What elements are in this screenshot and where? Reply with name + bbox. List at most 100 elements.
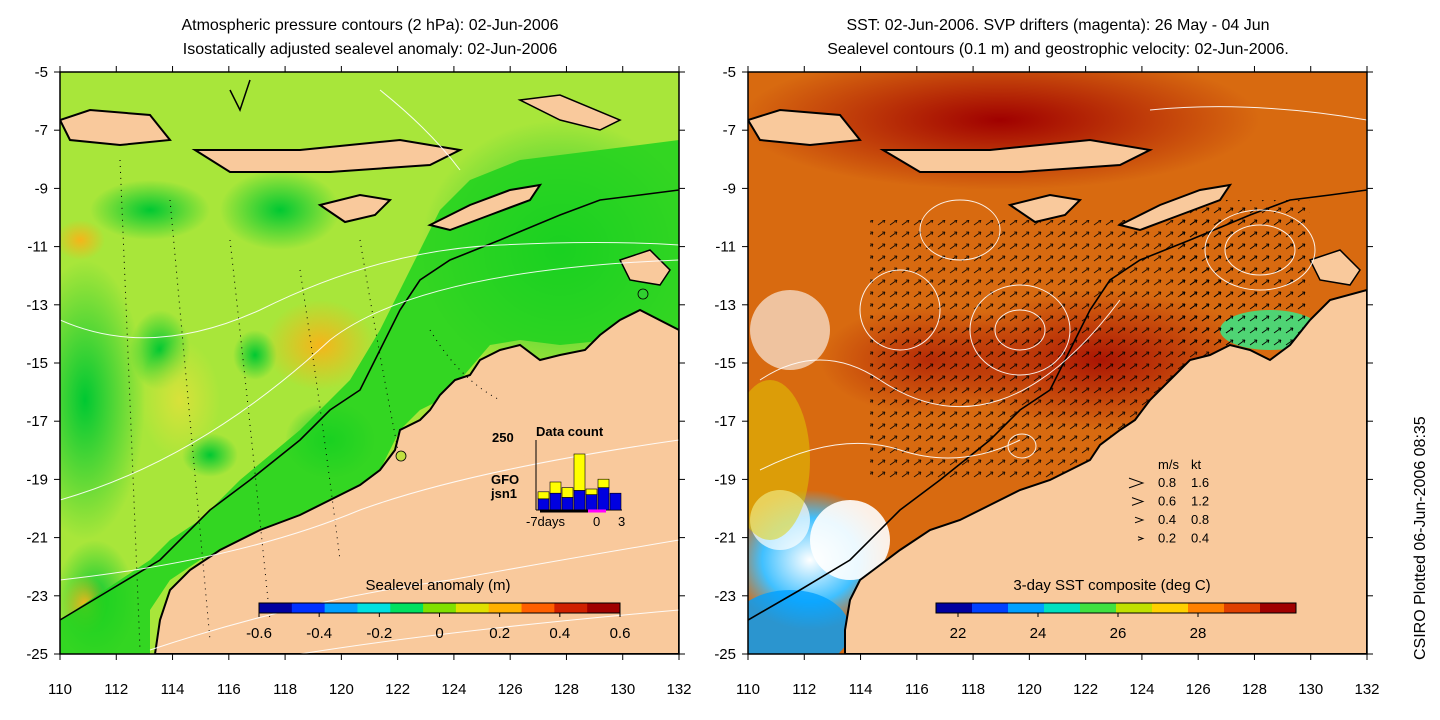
colorbar-tick-label: 24 [1030, 625, 1047, 642]
inset-xlabel-mid: 0 [593, 514, 600, 529]
colorbar-tick-label: 0.2 [489, 625, 510, 642]
sst-map [748, 72, 1367, 654]
colorbar-segment [390, 603, 424, 613]
colorbar-tick-label: 0.6 [610, 625, 631, 642]
colorbar-segment [324, 603, 358, 613]
colorbar-segment [1044, 603, 1081, 613]
left-axes: -5 -7 -9 -11 -13 -15 -17 -19 -21 -23 -25 110 112 114 1… [26, 64, 691, 698]
colorbar-segment [259, 603, 293, 613]
velocity-arrow-icon [1137, 536, 1145, 541]
x-tick-label: 116 [217, 681, 241, 698]
inset-xlabel-right: 3 [618, 514, 625, 529]
y-tick-label: -5 [35, 64, 48, 81]
x-tick-label: 126 [498, 681, 523, 698]
y-tick-label: -9 [35, 180, 48, 197]
velocity-arrow-icon [1128, 477, 1145, 489]
velocity-arrow-icon [1131, 497, 1145, 506]
inset-bar-gfo [537, 491, 550, 500]
colorbar-segment [972, 603, 1009, 613]
inset-bar-gfo [573, 453, 586, 491]
x-tick-label: 130 [1298, 681, 1323, 698]
right-title-line1: SST: 02-Jun-2006. SVP drifters (magenta)… [846, 17, 1270, 34]
y-tick-label: -21 [26, 530, 48, 547]
x-tick-label: 118 [273, 681, 297, 698]
y-tick-label: -23 [26, 588, 48, 605]
inset-bar-jsn1 [585, 494, 598, 511]
colorbar-segment [1224, 603, 1261, 613]
inset-title: Data count [536, 424, 604, 439]
inset-bar-gfo [597, 478, 610, 488]
colorbar-tick-label: 22 [950, 625, 967, 642]
colorbar-segment [1080, 603, 1117, 613]
colorbar-tick-label: 0.4 [549, 625, 570, 642]
colorbar-segment [936, 603, 973, 613]
x-tick-label: 122 [385, 681, 410, 698]
velocity-kt: 0.4 [1191, 531, 1209, 546]
x-tick-label: 124 [1129, 681, 1154, 698]
left-title-line1: Atmospheric pressure contours (2 hPa): 0… [181, 17, 559, 34]
x-tick-label: 126 [1186, 681, 1211, 698]
y-tick-label: -13 [26, 297, 48, 314]
left-colorbar: Sealevel anomaly (m) -0.6 -0.4 -0.2 0 0.2 0.4… [246, 577, 630, 642]
inset-bar-gfo [585, 488, 598, 495]
velocity-kt: 0.8 [1191, 512, 1209, 527]
x-tick-label: 128 [554, 681, 579, 698]
left-colorbar-title: Sealevel anomaly (m) [365, 577, 510, 594]
colorbar-segment [1116, 603, 1153, 613]
sealevel-anomaly-map [60, 72, 679, 654]
colorbar-segment [455, 603, 490, 613]
y-tick-label: -19 [714, 471, 736, 488]
colorbar-segment [357, 603, 391, 613]
y-tick-label: -19 [26, 471, 48, 488]
data-count-inset: 250 Data count GFO jsn1 -7days 0 3 [490, 424, 625, 529]
y-tick-label: -15 [26, 355, 48, 372]
x-tick-label: 112 [104, 681, 128, 698]
colorbar-segment [1008, 603, 1045, 613]
y-tick-label: -7 [723, 122, 736, 139]
colorbar-segment [587, 603, 621, 613]
y-tick-label: -11 [715, 239, 736, 256]
x-tick-label: 110 [736, 681, 760, 698]
colorbar-segment [1260, 603, 1297, 613]
y-tick-label: -13 [714, 297, 736, 314]
inset-ymax-label: 250 [492, 430, 514, 445]
inset-bar-gfo [561, 487, 574, 498]
x-tick-label: 120 [329, 681, 354, 698]
legend-gfo: GFO [491, 472, 519, 487]
inset-xlabel-left: -7days [526, 514, 566, 529]
inset-bar-gfo [549, 481, 562, 494]
legend-jsn1: jsn1 [490, 486, 517, 501]
x-tick-label: 128 [1242, 681, 1267, 698]
y-tick-label: -11 [27, 239, 48, 256]
velocity-arrow-icon [1134, 516, 1145, 524]
colorbar-tick-label: 0 [435, 625, 443, 642]
y-tick-label: -23 [714, 588, 736, 605]
velocity-ms: 0.8 [1158, 475, 1176, 490]
y-tick-label: -17 [26, 413, 48, 430]
x-tick-label: 130 [610, 681, 635, 698]
x-tick-label: 122 [1073, 681, 1098, 698]
credit-label: CSIRO Plotted 06-Jun-2006 08:35 [1412, 416, 1429, 660]
x-tick-label: 114 [161, 681, 185, 698]
velocity-legend-header-ms: m/s [1158, 457, 1179, 472]
velocity-ms: 0.6 [1158, 494, 1176, 509]
velocity-ms: 0.2 [1158, 531, 1176, 546]
colorbar-segment [488, 603, 523, 613]
colorbar-segment [521, 603, 555, 613]
colorbar-segment [1152, 603, 1189, 613]
colorbar-tick-label: -0.4 [306, 625, 332, 642]
inset-bars [537, 453, 622, 511]
y-tick-label: -15 [714, 355, 736, 372]
x-tick-label: 132 [666, 681, 691, 698]
colorbar-segment [291, 603, 326, 613]
colorbar-tick-label: 26 [1110, 625, 1127, 642]
inset-bar-jsn1 [561, 497, 574, 511]
colorbar-segment [423, 603, 457, 613]
right-title-line2: Sealevel contours (0.1 m) and geostrophi… [827, 41, 1289, 58]
x-tick-label: 110 [48, 681, 72, 698]
velocity-legend: m/s kt 0.8 1.6 0.6 1.2 0.4 0.8 0.2 0.4 [1128, 457, 1209, 546]
x-tick-label: 120 [1017, 681, 1042, 698]
velocity-kt: 1.6 [1191, 475, 1209, 490]
y-tick-label: -17 [714, 413, 736, 430]
